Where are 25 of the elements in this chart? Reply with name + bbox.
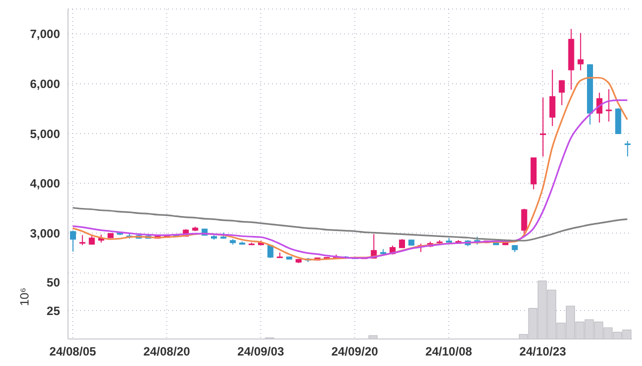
candlestick bbox=[624, 140, 631, 157]
candlestick bbox=[558, 80, 565, 106]
y-tick-label: 7,000 bbox=[30, 27, 60, 42]
x-tick-label: 24/09/03 bbox=[237, 344, 284, 359]
candlestick bbox=[79, 234, 86, 246]
y-tick-label: 6,000 bbox=[30, 76, 60, 91]
candlestick bbox=[606, 88, 612, 122]
y-tick-label: 4,000 bbox=[30, 176, 60, 191]
candlestick bbox=[267, 244, 274, 259]
x-tick-label: 24/08/20 bbox=[143, 344, 190, 359]
candlestick bbox=[549, 69, 556, 127]
x-tick-label: 24/10/08 bbox=[425, 344, 472, 359]
x-tick-label: 24/09/20 bbox=[331, 344, 378, 359]
candlestick bbox=[521, 208, 528, 235]
y-tick-label: 3,000 bbox=[30, 226, 60, 240]
x-tick-label: 24/08/05 bbox=[49, 344, 96, 359]
candlestick bbox=[70, 230, 76, 252]
y-tick-label: 5,000 bbox=[30, 126, 60, 141]
y-tick-label: 50 bbox=[46, 275, 60, 290]
line-series bbox=[72, 206, 628, 242]
y-axis-title: 10⁶ bbox=[17, 288, 32, 306]
candlestick bbox=[578, 32, 584, 71]
candlestick bbox=[540, 97, 546, 157]
x-tick-label: 24/10/23 bbox=[519, 344, 566, 359]
y-tick-label: 25 bbox=[46, 304, 60, 318]
